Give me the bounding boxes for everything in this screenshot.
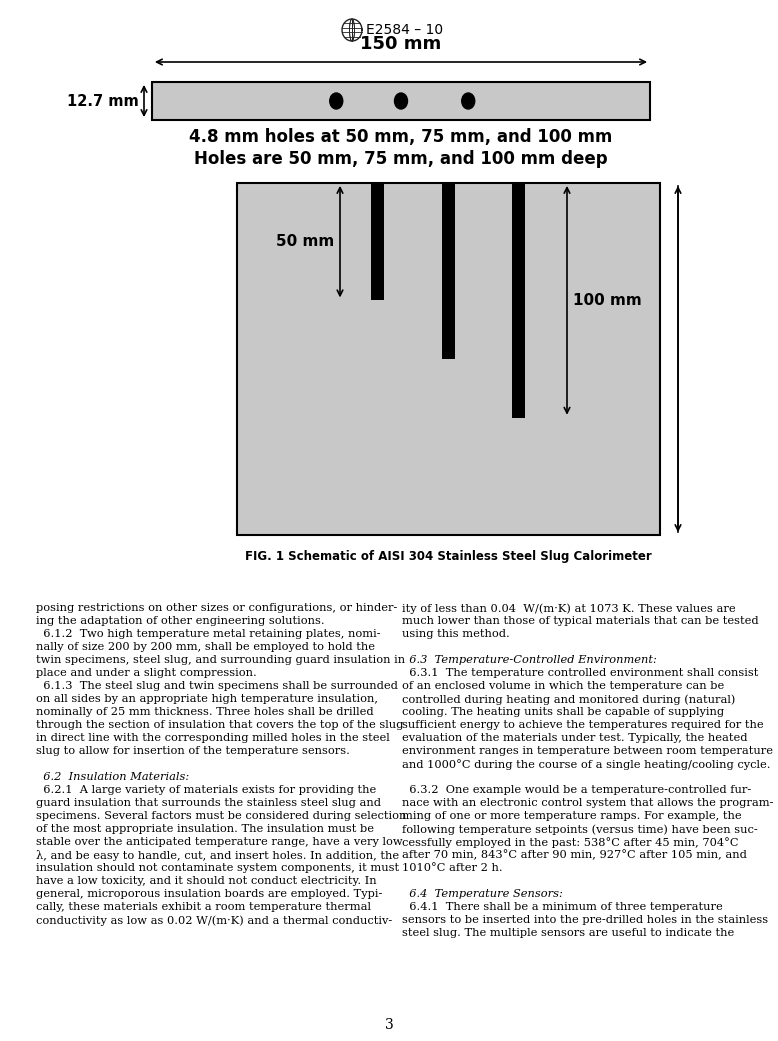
Text: 100 mm: 100 mm — [573, 293, 642, 308]
Text: controlled during heating and monitored during (natural): controlled during heating and monitored … — [402, 694, 735, 705]
Ellipse shape — [461, 93, 475, 109]
Text: cooling. The heating units shall be capable of supplying: cooling. The heating units shall be capa… — [402, 707, 724, 717]
Text: specimens. Several factors must be considered during selection: specimens. Several factors must be consi… — [36, 811, 406, 821]
Text: slug to allow for insertion of the temperature sensors.: slug to allow for insertion of the tempe… — [36, 746, 350, 756]
Text: conductivity as low as 0.02 W/(m·K) and a thermal conductiv-: conductivity as low as 0.02 W/(m·K) and … — [36, 915, 392, 925]
Text: 6.4  Temperature Sensors:: 6.4 Temperature Sensors: — [402, 889, 562, 899]
Bar — [372, 183, 384, 301]
Text: cally, these materials exhibit a room temperature thermal: cally, these materials exhibit a room te… — [36, 902, 371, 912]
Text: 6.3.1  The temperature controlled environment shall consist: 6.3.1 The temperature controlled environ… — [402, 668, 759, 678]
Text: of the most appropriate insulation. The insulation must be: of the most appropriate insulation. The … — [36, 824, 374, 834]
Text: 4.8 mm holes at 50 mm, 75 mm, and 100 mm: 4.8 mm holes at 50 mm, 75 mm, and 100 mm — [189, 128, 613, 146]
Text: ming of one or more temperature ramps. For example, the: ming of one or more temperature ramps. F… — [402, 811, 741, 821]
Text: following temperature setpoints (versus time) have been suc-: following temperature setpoints (versus … — [402, 824, 758, 835]
Text: 6.2.1  A large variety of materials exists for providing the: 6.2.1 A large variety of materials exist… — [36, 785, 377, 795]
Text: 6.4.1  There shall be a minimum of three temperature: 6.4.1 There shall be a minimum of three … — [402, 902, 723, 912]
Bar — [442, 183, 455, 359]
Text: 1010°C after 2 h.: 1010°C after 2 h. — [402, 863, 503, 873]
Text: guard insulation that surrounds the stainless steel slug and: guard insulation that surrounds the stai… — [36, 798, 381, 808]
Text: insulation should not contaminate system components, it must: insulation should not contaminate system… — [36, 863, 399, 873]
Text: 6.3  Temperature-Controlled Environment:: 6.3 Temperature-Controlled Environment: — [402, 655, 657, 665]
Bar — [152, 82, 650, 120]
Ellipse shape — [394, 93, 408, 109]
Text: place and under a slight compression.: place and under a slight compression. — [36, 668, 257, 678]
Text: general, microporous insulation boards are employed. Typi-: general, microporous insulation boards a… — [36, 889, 382, 899]
Text: nominally of 25 mm thickness. Three holes shall be drilled: nominally of 25 mm thickness. Three hole… — [36, 707, 373, 717]
Text: stable over the anticipated temperature range, have a very low: stable over the anticipated temperature … — [36, 837, 403, 847]
Text: 6.1.3  The steel slug and twin specimens shall be surrounded: 6.1.3 The steel slug and twin specimens … — [36, 681, 398, 691]
Text: nace with an electronic control system that allows the program-: nace with an electronic control system t… — [402, 798, 773, 808]
Text: using this method.: using this method. — [402, 629, 510, 639]
Text: posing restrictions on other sizes or configurations, or hinder-: posing restrictions on other sizes or co… — [36, 603, 398, 613]
Text: 150 mm: 150 mm — [360, 35, 442, 53]
Text: have a low toxicity, and it should not conduct electricity. In: have a low toxicity, and it should not c… — [36, 875, 377, 886]
Text: through the section of insulation that covers the top of the slug: through the section of insulation that c… — [36, 720, 403, 730]
Text: twin specimens, steel slug, and surrounding guard insulation in: twin specimens, steel slug, and surround… — [36, 655, 405, 665]
Bar — [513, 183, 525, 417]
Text: sensors to be inserted into the pre-drilled holes in the stainless: sensors to be inserted into the pre-dril… — [402, 915, 768, 925]
Text: 6.3.2  One example would be a temperature-controlled fur-: 6.3.2 One example would be a temperature… — [402, 785, 752, 795]
Text: evaluation of the materials under test. Typically, the heated: evaluation of the materials under test. … — [402, 733, 748, 743]
Ellipse shape — [330, 93, 343, 109]
Text: in direct line with the corresponding milled holes in the steel: in direct line with the corresponding mi… — [36, 733, 390, 743]
Text: λ, and be easy to handle, cut, and insert holes. In addition, the: λ, and be easy to handle, cut, and inser… — [36, 850, 399, 861]
Text: 50 mm: 50 mm — [275, 234, 334, 249]
Text: nally of size 200 by 200 mm, shall be employed to hold the: nally of size 200 by 200 mm, shall be em… — [36, 642, 375, 652]
Text: ity of less than 0.04  W/(m·K) at 1073 K. These values are: ity of less than 0.04 W/(m·K) at 1073 K.… — [402, 603, 736, 613]
Text: 3: 3 — [384, 1018, 394, 1032]
Text: steel slug. The multiple sensors are useful to indicate the: steel slug. The multiple sensors are use… — [402, 928, 734, 938]
Text: after 70 min, 843°C after 90 min, 927°C after 105 min, and: after 70 min, 843°C after 90 min, 927°C … — [402, 850, 747, 861]
Bar — [237, 183, 660, 535]
Text: ing the adaptation of other engineering solutions.: ing the adaptation of other engineering … — [36, 616, 324, 626]
Text: on all sides by an appropriate high temperature insulation,: on all sides by an appropriate high temp… — [36, 694, 378, 704]
Text: of an enclosed volume in which the temperature can be: of an enclosed volume in which the tempe… — [402, 681, 724, 691]
Text: FIG. 1 Schematic of AISI 304 Stainless Steel Slug Calorimeter: FIG. 1 Schematic of AISI 304 Stainless S… — [245, 550, 652, 563]
Text: cessfully employed in the past: 538°C after 45 min, 704°C: cessfully employed in the past: 538°C af… — [402, 837, 738, 847]
Text: 6.1.2  Two high temperature metal retaining plates, nomi-: 6.1.2 Two high temperature metal retaini… — [36, 629, 380, 639]
Text: 12.7 mm: 12.7 mm — [67, 94, 139, 108]
Text: 6.2  Insulation Materials:: 6.2 Insulation Materials: — [36, 772, 189, 782]
Text: and 1000°C during the course of a single heating/cooling cycle.: and 1000°C during the course of a single… — [402, 759, 770, 770]
Text: much lower than those of typical materials that can be tested: much lower than those of typical materia… — [402, 616, 759, 626]
Text: E2584 – 10: E2584 – 10 — [366, 23, 443, 37]
Text: environment ranges in temperature between room temperature: environment ranges in temperature betwee… — [402, 746, 773, 756]
Text: Holes are 50 mm, 75 mm, and 100 mm deep: Holes are 50 mm, 75 mm, and 100 mm deep — [194, 150, 608, 168]
Text: sufficient energy to achieve the temperatures required for the: sufficient energy to achieve the tempera… — [402, 720, 764, 730]
